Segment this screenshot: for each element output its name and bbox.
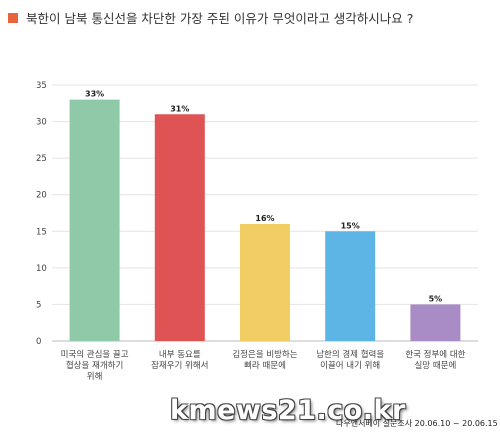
chart-title: 북한이 남북 통신선을 차단한 가장 주된 이유가 무엇이라고 생각하시나요 ? [26, 11, 414, 26]
y-tick-label: 10 [36, 264, 47, 274]
x-tick-label: 이끌어 내기 위해 [320, 360, 380, 371]
y-tick-label: 30 [36, 118, 47, 128]
y-tick-label: 15 [36, 227, 47, 237]
bar [410, 304, 461, 341]
data-label: 33% [85, 90, 104, 99]
y-tick-label: 25 [36, 154, 47, 164]
x-tick-label: 한국 정부에 대한 [405, 349, 465, 360]
x-tick-label: 위해 [87, 372, 103, 382]
x-tick-label: 김정은을 비방하는 [232, 349, 297, 360]
y-tick-label: 35 [36, 81, 47, 91]
y-tick-label: 0 [36, 337, 41, 347]
data-label: 31% [170, 104, 189, 113]
x-tick-label: 잠재우기 위해서 [151, 360, 208, 371]
x-tick-label: 삐라 때문에 [244, 360, 286, 371]
x-tick-label: 실망 때문에 [414, 360, 456, 371]
bar [325, 231, 376, 341]
title-marker [8, 12, 18, 23]
bar [69, 99, 120, 341]
data-label: 15% [341, 221, 360, 230]
data-label: 5% [429, 294, 443, 303]
data-label: 16% [255, 214, 274, 223]
x-tick-label: 미국의 관심을 끌고 [61, 349, 129, 360]
y-tick-label: 20 [36, 191, 47, 201]
x-tick-label: 남한의 경제 협력을 [316, 349, 384, 360]
watermark: kmews21.co.kr [170, 395, 406, 426]
bar [154, 114, 205, 341]
bar [240, 223, 290, 341]
chart-title-row: 북한이 남북 통신선을 차단한 가장 주된 이유가 무엇이라고 생각하시나요 ? [8, 8, 413, 27]
survey-source: 나우앤서베이 설문조사 20.06.10 ~ 20.06.15 [336, 419, 498, 428]
x-tick-label: 내부 동요를 [159, 350, 201, 360]
x-tick-label: 협상을 재개하기 [66, 360, 123, 371]
y-tick-label: 5 [36, 300, 41, 310]
